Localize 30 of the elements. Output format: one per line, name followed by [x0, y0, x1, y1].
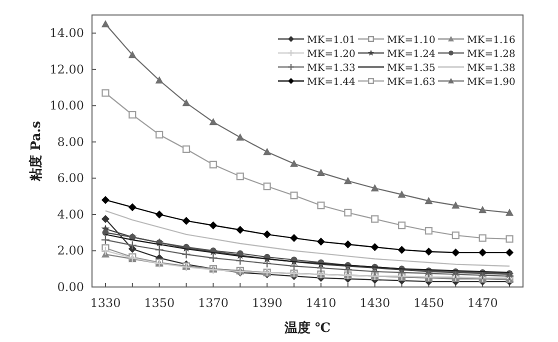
y-tick-label: 8.00 [57, 134, 84, 149]
x-tick-label: 1450 [413, 296, 444, 310]
x-tick-label: 1370 [198, 296, 228, 310]
legend-label: MK=1.10 [387, 35, 436, 46]
legend-label: MK=1.24 [387, 49, 436, 60]
y-tick-label: 14.00 [50, 26, 84, 40]
x-tick-label: 1350 [144, 296, 175, 310]
legend-label: MK=1.33 [307, 63, 356, 74]
legend-label: MK=1.35 [387, 63, 436, 74]
y-tick-label: 4.00 [57, 207, 84, 222]
y-tick-label: 12.00 [50, 62, 84, 76]
legend-label: MK=1.63 [387, 77, 436, 88]
legend-label: MK=1.01 [307, 35, 356, 46]
y-tick-label: 10.00 [50, 98, 84, 113]
x-axis-title: 温度 ℃ [283, 320, 331, 336]
x-tick-label: 1390 [252, 296, 282, 310]
x-tick-label: 1410 [306, 296, 336, 310]
legend-label: MK=1.28 [467, 49, 516, 60]
legend-label: MK=1.90 [467, 77, 516, 88]
x-tick-label: 1470 [467, 296, 498, 310]
y-tick-label: 0.00 [57, 280, 84, 294]
legend-label: MK=1.38 [467, 63, 516, 74]
x-tick-label: 1330 [90, 296, 121, 310]
legend-label: MK=1.20 [307, 49, 356, 60]
y-axis-title: 粘度 Pa.s [28, 120, 44, 182]
y-tick-label: 2.00 [57, 244, 84, 258]
y-tick-label: 6.00 [57, 171, 84, 186]
legend-label: MK=1.16 [467, 35, 516, 46]
x-tick-label: 1430 [360, 296, 390, 310]
legend-label: MK=1.44 [307, 77, 356, 88]
